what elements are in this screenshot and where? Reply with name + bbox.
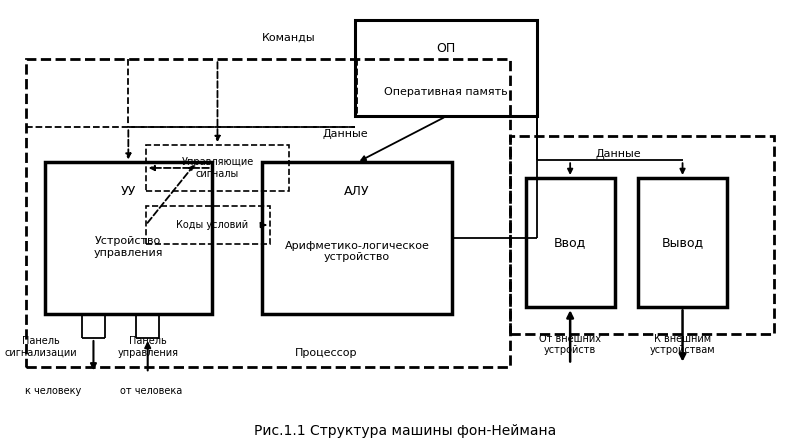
Bar (638, 178, 727, 308)
Text: к человеку: к человеку (25, 386, 81, 396)
Text: От внешних
устройств: От внешних устройств (539, 334, 601, 356)
Text: Панель
управления: Панель управления (117, 336, 178, 358)
Bar (262, 162, 452, 314)
Bar (25, 59, 510, 367)
Bar (45, 162, 212, 314)
Text: Данные: Данные (323, 129, 368, 139)
Text: Арифметико-логическое
устройство: Арифметико-логическое устройство (285, 241, 430, 262)
Text: Коды условий: Коды условий (175, 220, 247, 230)
Text: Вывод: Вывод (661, 236, 703, 249)
Text: К внешним
устройствам: К внешним устройствам (649, 334, 715, 356)
Text: Команды: Команды (262, 32, 316, 42)
Text: Устройство
управления: Устройство управления (94, 236, 163, 258)
Text: от человека: от человека (121, 386, 182, 396)
Text: Ввод: Ввод (554, 236, 586, 249)
Text: Панель
сигнализации: Панель сигнализации (5, 336, 78, 358)
Text: Данные: Данные (596, 149, 642, 159)
Bar (510, 136, 774, 334)
Text: Рис.1.1 Структура машины фон-Неймана: Рис.1.1 Структура машины фон-Неймана (255, 424, 557, 438)
Bar (146, 206, 270, 244)
Bar (526, 178, 615, 308)
Text: Процессор: Процессор (295, 348, 357, 359)
Text: Управляющие
сигналы: Управляющие сигналы (182, 157, 254, 179)
Text: Оперативная память: Оперативная память (385, 87, 508, 97)
Bar (355, 20, 537, 116)
Text: УУ: УУ (121, 184, 136, 198)
Text: ОП: ОП (436, 42, 456, 55)
Bar (146, 145, 289, 191)
Text: АЛУ: АЛУ (344, 184, 370, 198)
